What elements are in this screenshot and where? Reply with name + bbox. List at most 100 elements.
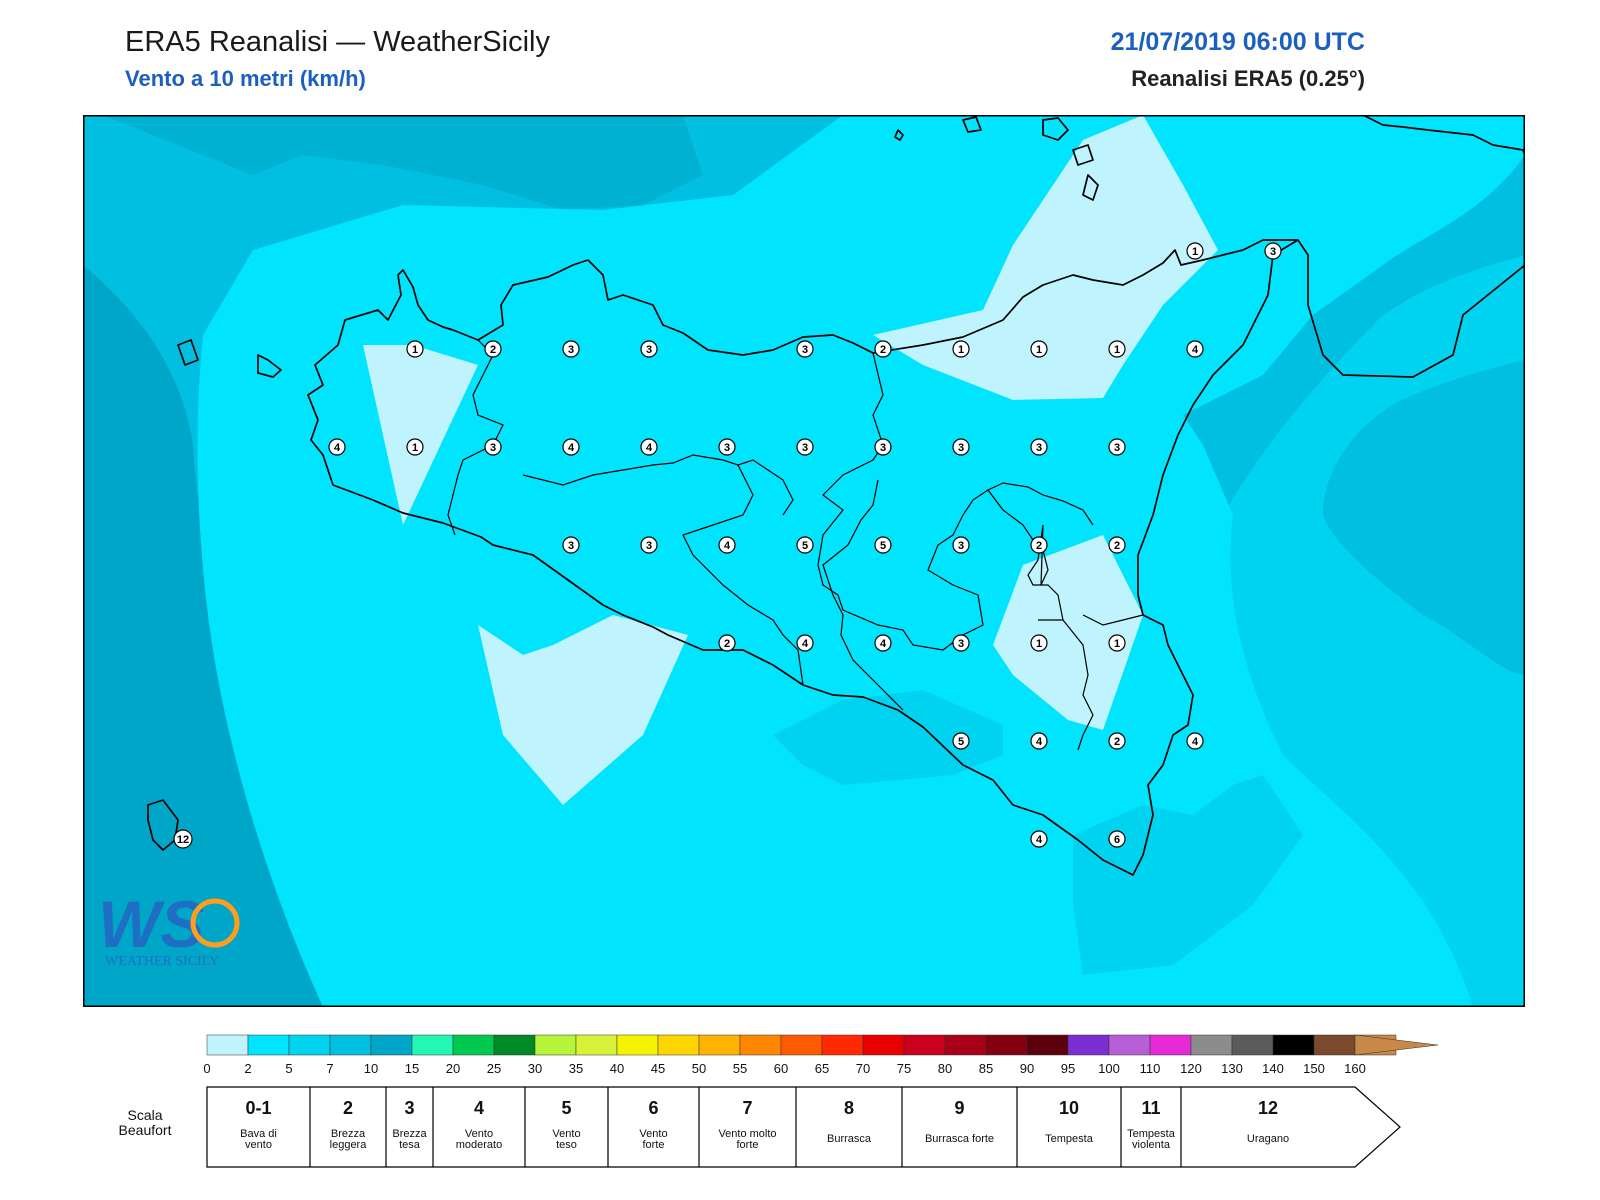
colorbar-tick: 15 — [405, 1061, 419, 1076]
colorbar-swatch — [493, 1034, 536, 1056]
beaufort-desc: forte — [642, 1139, 664, 1151]
marker-value: 4 — [1036, 736, 1043, 748]
marker-value: 3 — [958, 540, 964, 552]
beaufort-desc: Tempesta — [1045, 1133, 1094, 1145]
beaufort-marker: 3 — [874, 438, 892, 456]
beaufort-marker: 4 — [562, 438, 580, 456]
beaufort-marker: 2 — [484, 340, 502, 358]
beaufort-number: 0-1 — [245, 1098, 271, 1118]
marker-value: 2 — [1114, 540, 1120, 552]
marker-value: 1 — [1036, 638, 1042, 650]
colorbar-tick: 40 — [610, 1061, 624, 1076]
beaufort-marker: 3 — [718, 438, 736, 456]
beaufort-marker: 3 — [952, 536, 970, 554]
beaufort-marker: 3 — [640, 536, 658, 554]
calm-zone-north — [873, 115, 1218, 400]
map-subtitle: Vento a 10 metri (km/h) — [125, 66, 366, 91]
marker-circle — [796, 536, 814, 554]
marker-value: 4 — [802, 638, 809, 650]
marker-circle — [718, 438, 736, 456]
beaufort-number: 3 — [404, 1098, 414, 1118]
colorbar-tick: 110 — [1140, 1061, 1161, 1076]
beaufort-number: 8 — [844, 1098, 854, 1118]
model-label: Reanalisi ERA5 (0.25°) — [1131, 66, 1365, 91]
marker-value: 2 — [490, 344, 496, 356]
beaufort-marker: 3 — [952, 438, 970, 456]
colorbar-tick: 5 — [285, 1061, 292, 1076]
beaufort-title: Scala — [127, 1107, 162, 1123]
beaufort-desc: Uragano — [1247, 1133, 1289, 1145]
colorbar-tick: 130 — [1221, 1061, 1243, 1076]
beaufort-desc: vento — [245, 1139, 272, 1151]
beaufort-desc: Burrasca — [827, 1133, 872, 1145]
colorbar-swatch — [206, 1034, 249, 1056]
beaufort-desc: teso — [556, 1139, 577, 1151]
marker-value: 3 — [1114, 442, 1120, 454]
colorbar-swatch — [985, 1034, 1028, 1056]
colorbar-tick: 50 — [692, 1061, 706, 1076]
beaufort-number: 4 — [474, 1098, 484, 1118]
beaufort-marker: 6 — [1108, 830, 1126, 848]
marker-circle — [952, 340, 970, 358]
colorbar-swatch — [1231, 1034, 1274, 1056]
calm-zone-southeast — [993, 535, 1143, 730]
colorbar-tick: 120 — [1180, 1061, 1202, 1076]
colorbar-tick: 7 — [326, 1061, 333, 1076]
central-calm-zone — [197, 115, 1525, 1007]
colorbar-swatch — [616, 1034, 659, 1056]
beaufort-marker: 1 — [1030, 340, 1048, 358]
colorbar-swatch — [698, 1034, 741, 1056]
marker-circle — [874, 340, 892, 358]
marker-circle — [874, 634, 892, 652]
beaufort-desc: Tempesta — [1127, 1128, 1176, 1140]
marker-circle — [1108, 830, 1126, 848]
colorbar-swatch — [862, 1034, 905, 1056]
marker-circle — [173, 829, 193, 849]
north-strong-zone — [103, 115, 703, 210]
beaufort-marker: 2 — [1030, 536, 1048, 554]
beaufort-box — [206, 1086, 1401, 1168]
beaufort-number: 5 — [561, 1098, 571, 1118]
marker-value: 2 — [1036, 540, 1042, 552]
colorbar-swatch — [821, 1034, 864, 1056]
beaufort-desc: Brezza — [331, 1128, 366, 1140]
beaufort-number: 6 — [648, 1098, 658, 1118]
marker-circle — [1264, 242, 1282, 260]
beaufort-labels: 1 2 3 3 3 2 1 1 1 44 1 3 4 4 3 3 3 3 3 33 3 4 5 5 3 2 22 4 4 3 1 15 4 2 44… — [173, 242, 1282, 849]
beaufort-number: 10 — [1059, 1098, 1079, 1118]
coastline — [147, 115, 1525, 876]
beaufort-desc: violenta — [1132, 1139, 1171, 1151]
beaufort-desc: leggera — [330, 1139, 368, 1151]
colorbar-tick: 65 — [815, 1061, 829, 1076]
beaufort-desc: forte — [736, 1139, 758, 1151]
colorbar-tick: 150 — [1303, 1061, 1325, 1076]
colorbar-swatch — [657, 1034, 700, 1056]
marker-circle — [718, 634, 736, 652]
beaufort-marker: 2 — [1108, 536, 1126, 554]
marker-circle — [1030, 634, 1048, 652]
colorbar-tick: 2 — [244, 1061, 251, 1076]
marker-circle — [1030, 340, 1048, 358]
marker-circle — [484, 340, 502, 358]
colorbar-swatch — [411, 1034, 454, 1056]
beaufort-marker: 3 — [1264, 242, 1282, 260]
marker-value: 4 — [1192, 344, 1199, 356]
beaufort-marker: 1 — [406, 438, 424, 456]
marker-circle — [796, 340, 814, 358]
beaufort-marker: 1 — [1108, 340, 1126, 358]
colorbar-swatch — [1067, 1034, 1110, 1056]
beaufort-marker: 5 — [952, 732, 970, 750]
map-datetime: 21/07/2019 06:00 UTC — [1110, 28, 1365, 56]
marker-value: 3 — [646, 540, 652, 552]
beaufort-marker: 1 — [1186, 242, 1204, 260]
beaufort-marker: 3 — [562, 536, 580, 554]
beaufort-marker: 3 — [1030, 438, 1048, 456]
colorbar-swatch — [452, 1034, 495, 1056]
marker-circle — [1030, 536, 1048, 554]
beaufort-title-2: Beaufort — [119, 1122, 172, 1138]
marker-value: 4 — [880, 638, 887, 650]
marker-value: 2 — [724, 638, 730, 650]
colorbar-tick: 160 — [1344, 1061, 1366, 1076]
colorbar-swatch — [1190, 1034, 1233, 1056]
